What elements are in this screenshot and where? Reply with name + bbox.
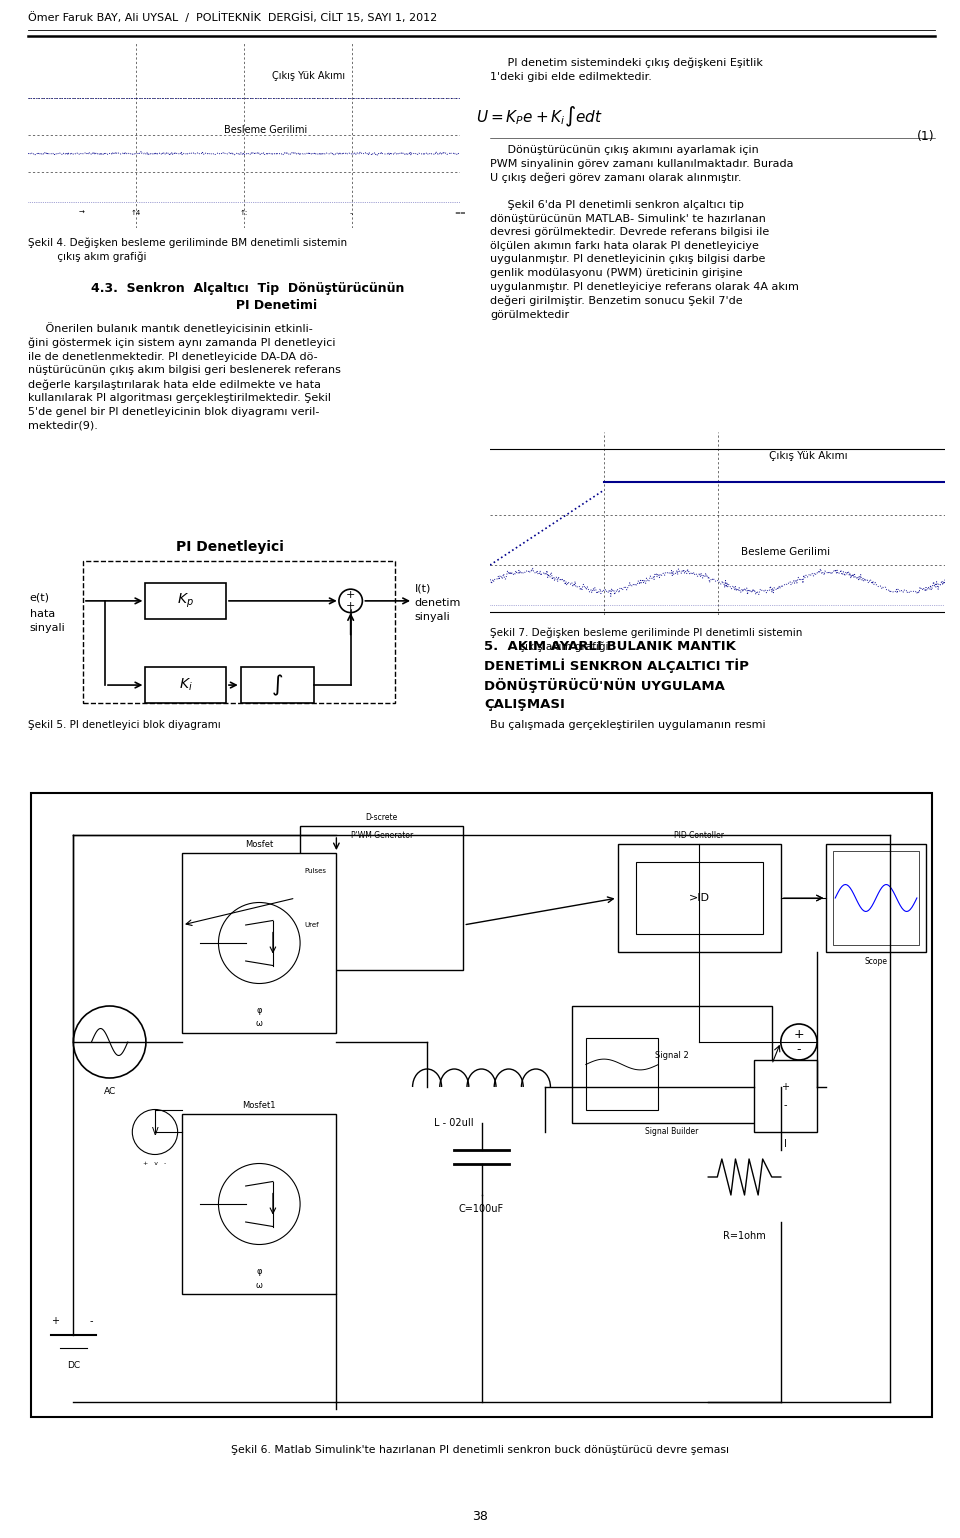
Text: Mosfet1: Mosfet1 (243, 1101, 276, 1109)
Text: denetim: denetim (415, 598, 461, 608)
Text: sinyali: sinyali (30, 623, 65, 634)
FancyBboxPatch shape (145, 667, 226, 703)
FancyBboxPatch shape (586, 1038, 659, 1109)
Text: V: V (152, 1127, 158, 1137)
Text: Besleme Gerilimi: Besleme Gerilimi (224, 125, 307, 135)
Text: ω: ω (255, 1281, 263, 1289)
FancyBboxPatch shape (827, 844, 926, 952)
Text: Şekil 6'da PI denetimli senkron alçaltıcı tip
dönüştürücünün MATLAB- Simulink' t: Şekil 6'da PI denetimli senkron alçaltıc… (490, 200, 799, 320)
Text: Pulses: Pulses (304, 867, 326, 874)
Text: Bu çalışmada gerçekleştirilen uygulamanın resmi: Bu çalışmada gerçekleştirilen uygulamanı… (490, 720, 766, 731)
Text: ==: == (454, 211, 466, 215)
Text: Besleme Gerilimi: Besleme Gerilimi (741, 548, 830, 557)
Text: >ID: >ID (688, 894, 709, 903)
Text: P'WM Generator: P'WM Generator (350, 831, 413, 840)
Text: PI Denetleyici: PI Denetleyici (176, 540, 283, 555)
Text: 4.3.  Senkron  Alçaltıcı  Tip  Dönüştürücünün
             PI Denetimi: 4.3. Senkron Alçaltıcı Tip Dönüştürücünü… (91, 281, 405, 312)
FancyBboxPatch shape (241, 667, 314, 703)
Text: (1): (1) (918, 131, 935, 143)
Text: ω: ω (255, 1020, 263, 1029)
Text: PI denetim sistemindeki çıkış değişkeni Eşitlik
1'deki gibi elde edilmektedir.: PI denetim sistemindeki çıkış değişkeni … (490, 58, 763, 82)
FancyBboxPatch shape (833, 851, 919, 944)
Text: Dönüştürücünün çıkış akımını ayarlamak için
PWM sinyalinin görev zamanı kullanıl: Dönüştürücünün çıkış akımını ayarlamak i… (490, 145, 794, 183)
FancyBboxPatch shape (182, 854, 336, 1034)
Text: +: + (346, 601, 355, 612)
Text: Mosfet: Mosfet (245, 840, 274, 849)
Text: $K_p$: $K_p$ (178, 592, 194, 611)
Text: +: + (51, 1317, 60, 1326)
FancyBboxPatch shape (636, 861, 762, 934)
Text: Signal Builder: Signal Builder (645, 1127, 699, 1137)
Text: +   v   -: + v - (143, 1161, 167, 1166)
FancyBboxPatch shape (145, 583, 226, 620)
Text: AC: AC (104, 1087, 116, 1097)
Text: $U = K_P e + K_i \int edt$: $U = K_P e + K_i \int edt$ (476, 105, 604, 129)
FancyBboxPatch shape (572, 1006, 772, 1123)
Text: $K_i$: $K_i$ (179, 677, 193, 694)
Text: -: - (89, 1317, 93, 1326)
Text: C=100uF: C=100uF (459, 1204, 504, 1213)
Text: I(t): I(t) (415, 583, 431, 594)
Text: +: + (781, 1083, 789, 1092)
Text: sinyali: sinyali (415, 612, 450, 623)
FancyBboxPatch shape (300, 826, 464, 970)
Text: 5.  AKIM AYARLI BULANIK MANTIK
DENETİMLİ SENKRON ALÇALTICI TİP
DÖNÜŞTÜRÜCÜ'NÜN U: 5. AKIM AYARLI BULANIK MANTIK DENETİMLİ … (484, 640, 749, 711)
Text: -: - (783, 1100, 787, 1110)
Text: Şekil 4. Değişken besleme geriliminde BM denetimli sistemin
         çıkış akım : Şekil 4. Değişken besleme geriliminde BM… (28, 238, 348, 263)
Text: ↑:: ↑: (240, 211, 248, 215)
Text: →: → (79, 211, 84, 215)
Text: Ömer Faruk BAY, Ali UYSAL  /  POLİTEKNİK  DERGİSİ, CİLT 15, SAYI 1, 2012: Ömer Faruk BAY, Ali UYSAL / POLİTEKNİK D… (28, 12, 437, 23)
Text: -.: -. (349, 211, 354, 215)
Text: I: I (784, 1140, 787, 1149)
Text: Şekil 5. PI denetleyici blok diyagramı: Şekil 5. PI denetleyici blok diyagramı (28, 720, 221, 731)
FancyBboxPatch shape (182, 1114, 336, 1293)
Text: +: + (794, 1029, 804, 1041)
Text: R=1ohm: R=1ohm (723, 1230, 766, 1241)
Text: Çıkış Yük Akımı: Çıkış Yük Akımı (273, 71, 346, 82)
Text: e(t): e(t) (30, 592, 50, 603)
Text: Çıkış Yük Akımı: Çıkış Yük Akımı (769, 451, 848, 460)
Text: Şekil 6. Matlab Simulink'te hazırlanan PI denetimli senkron buck dönüştürücü dev: Şekil 6. Matlab Simulink'te hazırlanan P… (231, 1446, 729, 1455)
Text: DC: DC (67, 1361, 80, 1370)
Text: D-screte: D-screte (366, 812, 397, 821)
Text: ∫: ∫ (272, 675, 283, 695)
Text: hata: hata (30, 609, 55, 618)
Text: +: + (346, 591, 355, 600)
FancyBboxPatch shape (617, 844, 780, 952)
Text: Scope: Scope (865, 957, 888, 966)
Text: Uref: Uref (304, 921, 320, 927)
Text: Önerilen bulanık mantık denetleyicisinin etkinli-
ğini göstermek için sistem ayn: Önerilen bulanık mantık denetleyicisinin… (28, 321, 341, 431)
Text: 38: 38 (472, 1510, 488, 1523)
Text: φ: φ (256, 1267, 262, 1277)
FancyBboxPatch shape (754, 1060, 817, 1132)
Text: ↑4: ↑4 (131, 211, 141, 215)
Text: -: - (797, 1043, 802, 1055)
FancyBboxPatch shape (296, 854, 309, 943)
Text: φ: φ (256, 1006, 262, 1015)
Text: L - 02uII: L - 02uII (435, 1118, 474, 1129)
Text: Signal 2: Signal 2 (655, 1050, 689, 1060)
Text: PID Contoller: PID Contoller (674, 831, 724, 840)
Text: Şekil 7. Değişken besleme geriliminde PI denetimli sistemin
         çıkış akım : Şekil 7. Değişken besleme geriliminde PI… (490, 628, 803, 652)
